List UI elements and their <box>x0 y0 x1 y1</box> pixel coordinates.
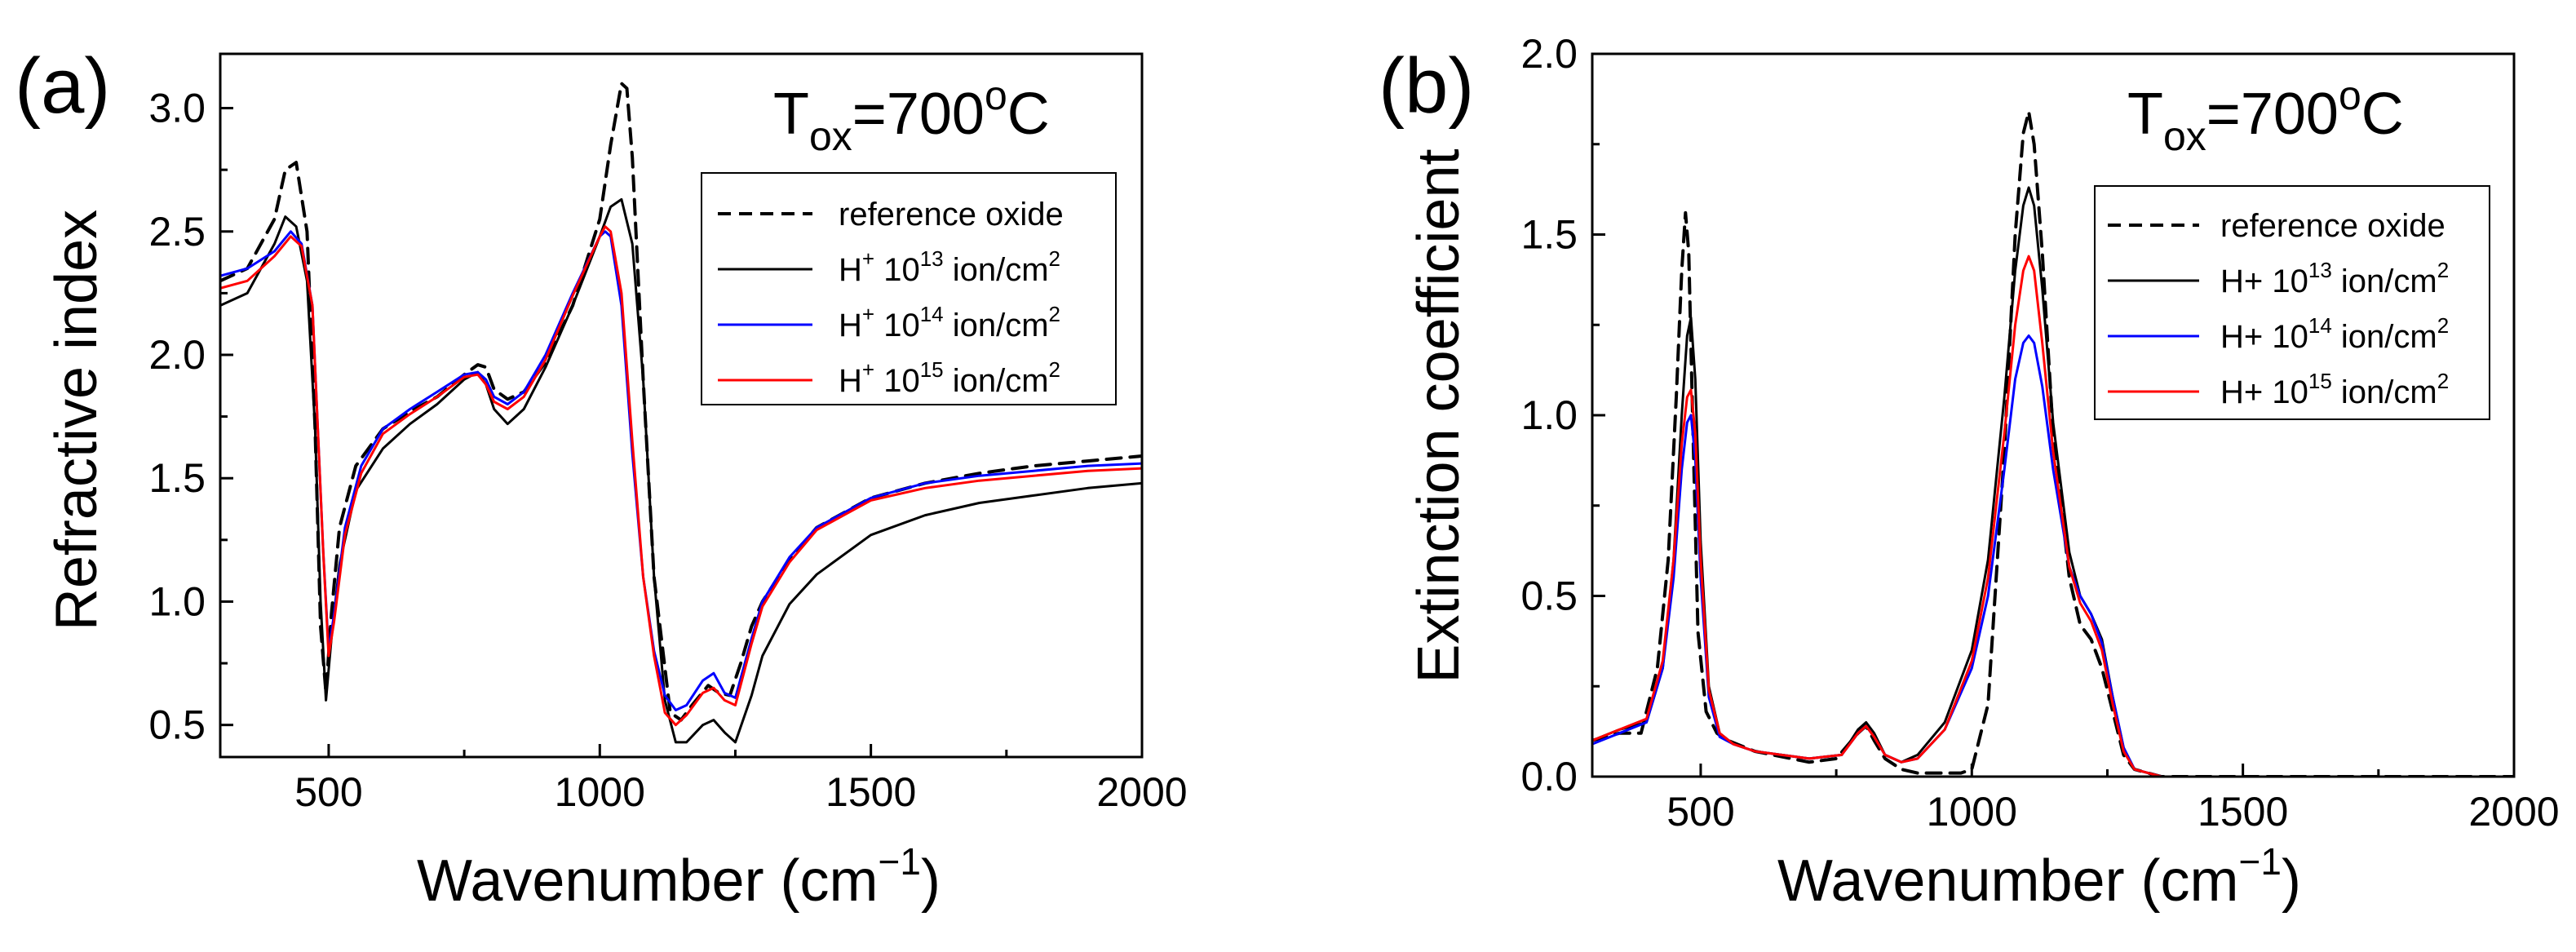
legend-b: reference oxide H+ 1013 ion/cm2 H+ 1014 … <box>2094 185 2490 420</box>
x-tick-label-a: 1500 <box>825 769 916 815</box>
legend-label-1e13-b: H+ 1013 ion/cm2 <box>2220 258 2449 299</box>
legend-label-1e14-b: H+ 1014 ion/cm2 <box>2220 313 2449 355</box>
x-tick-label-a: 1000 <box>555 769 645 815</box>
legend-label-1e13-a: H+ 1013 ion/cm2 <box>839 246 1060 288</box>
legend-label-1e14-a: H+ 1014 ion/cm2 <box>839 302 1060 343</box>
legend-label-reference-a: reference oxide <box>839 197 1064 232</box>
series-line-1e15-b <box>1592 255 2514 777</box>
plot-area-a: 500 1000 1500 2000 0.5 1.0 1.5 2.0 2.5 3.0 <box>148 52 1188 815</box>
panel-refractive-index: (a) 500 1000 1500 2000 0.5 1.0 1.5 2.0 2.5 3.0 Re… <box>15 42 1188 914</box>
legend-label-1e15-a: H+ 1015 ion/cm2 <box>839 357 1060 399</box>
y-axis-title-a: Refractive index <box>44 210 109 631</box>
x-tick-label-b: 1500 <box>2198 789 2288 835</box>
x-tick-label-b: 500 <box>1666 789 1734 835</box>
series-line-1e13-a <box>220 197 1142 744</box>
legend-label-1e15-b: H+ 1015 ion/cm2 <box>2220 369 2449 410</box>
x-axis-title-b: Wavenumber (cm−1) <box>1777 840 2301 914</box>
y-tick-label-a: 3.0 <box>148 86 206 131</box>
x-tick-label-b: 1000 <box>1927 789 2017 835</box>
x-tick-label-a: 2000 <box>1096 769 1187 815</box>
y-tick-label-b: 0.5 <box>1520 573 1578 619</box>
plot-area-b: 500 1000 1500 2000 0.0 0.5 1.0 1.5 2.0 <box>1520 31 2559 835</box>
panel-extinction-coefficient: (b) 500 1000 1500 2000 0.0 0.5 1.0 1.5 2.0 Extin… <box>1379 31 2560 914</box>
temperature-label-a: Tox=700oC <box>773 73 1050 159</box>
legend-label-reference-b: reference oxide <box>2220 208 2445 244</box>
y-tick-label-a: 2.0 <box>148 332 206 378</box>
y-tick-label-b: 1.5 <box>1520 212 1578 258</box>
panel-label-a: (a) <box>15 42 110 130</box>
y-axis-title-b: Extinction coefficient <box>1406 148 1472 683</box>
series-line-1e15-a <box>220 225 1142 727</box>
x-tick-label-b: 2000 <box>2468 789 2559 835</box>
panel-label-b: (b) <box>1379 42 1474 130</box>
y-tick-label-b: 1.0 <box>1520 392 1578 438</box>
legend-a: reference oxide H+ 1013 ion/cm2 H+ 1014 … <box>701 172 1117 405</box>
y-tick-label-b: 2.0 <box>1520 31 1578 77</box>
x-tick-label-a: 500 <box>294 769 362 815</box>
y-tick-label-a: 1.0 <box>148 578 206 624</box>
axes-frame-a <box>219 52 1144 759</box>
series-line-reference-b <box>1592 109 2514 777</box>
legend-box-a <box>701 172 1117 405</box>
y-tick-label-a: 2.5 <box>148 209 206 255</box>
y-tick-label-a: 1.5 <box>148 455 206 501</box>
y-tick-label-a: 0.5 <box>148 702 206 748</box>
temperature-label-b: Tox=700oC <box>2127 73 2404 159</box>
y-tick-label-b: 0.0 <box>1520 754 1578 799</box>
x-axis-title-a: Wavenumber (cm−1) <box>417 840 941 914</box>
